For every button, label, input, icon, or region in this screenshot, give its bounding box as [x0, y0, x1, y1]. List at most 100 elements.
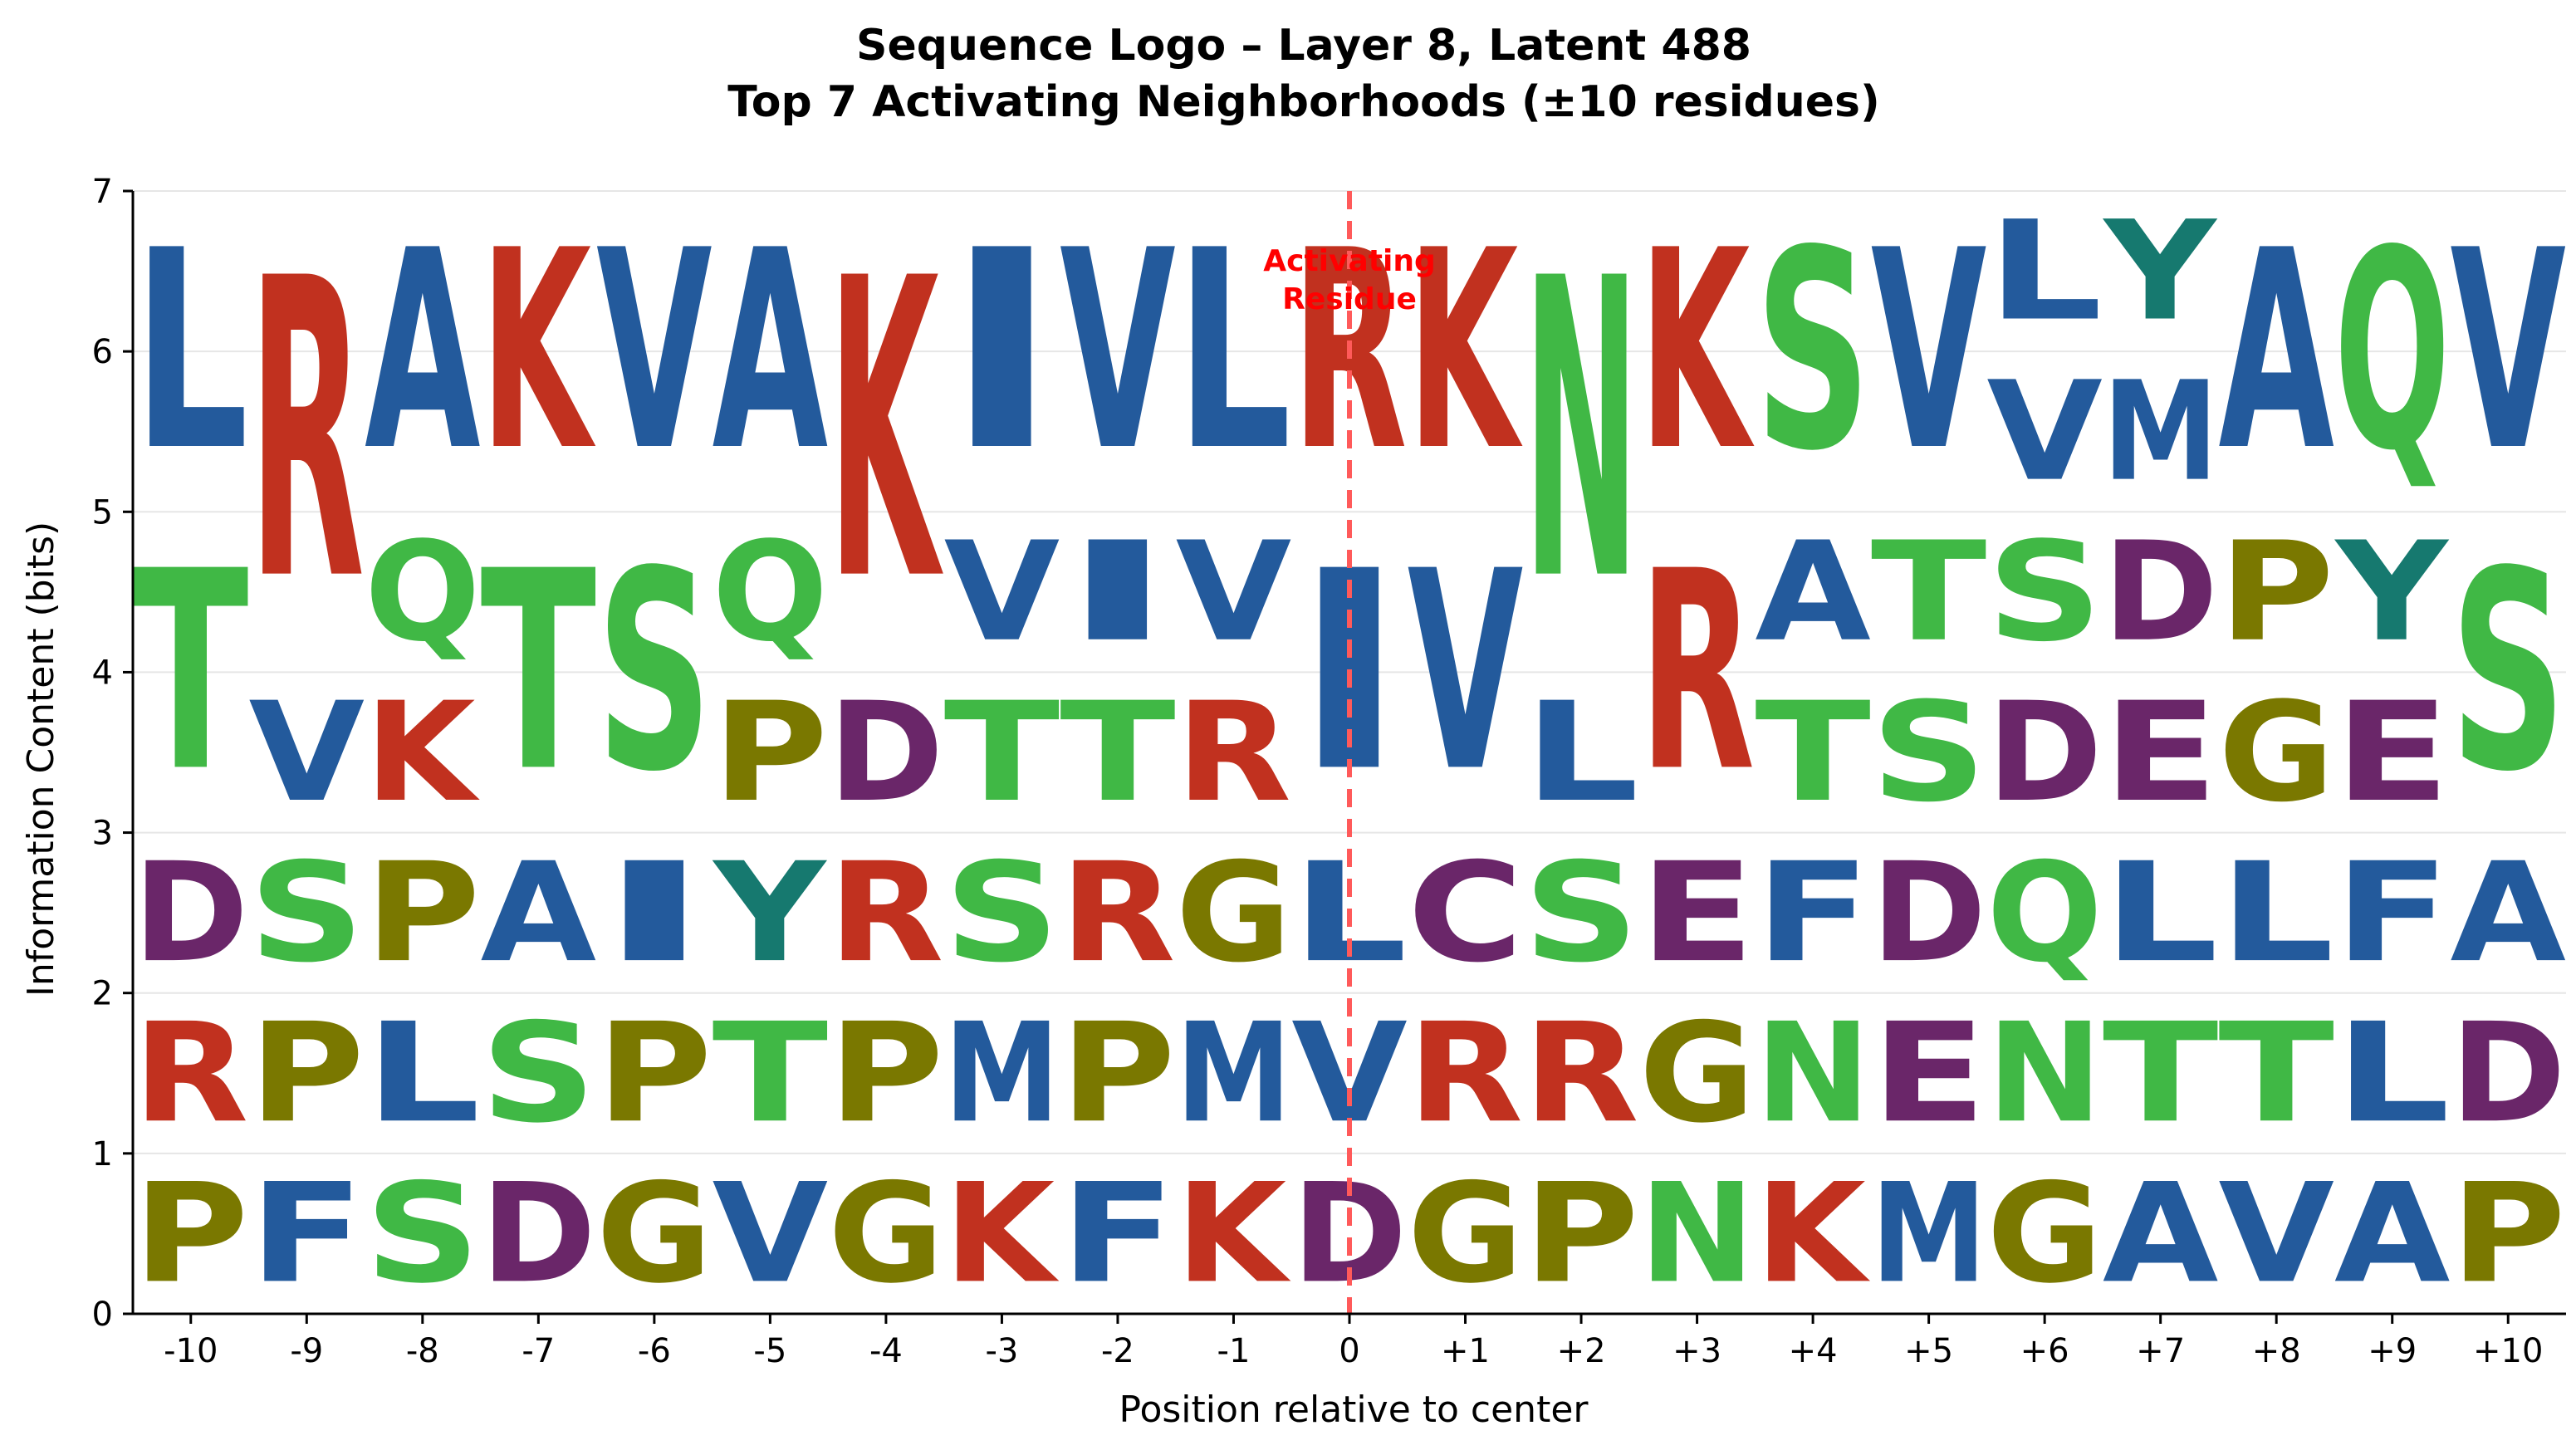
- x-tick-label: +1: [1441, 1332, 1490, 1370]
- logo-letter-L: L: [365, 993, 480, 1153]
- x-tick-label: +2: [1557, 1332, 1606, 1370]
- logo-letter-V: V: [1871, 191, 1988, 511]
- logo-letter-Q: Q: [2334, 193, 2451, 512]
- logo-letter-K: K: [365, 672, 480, 832]
- logo-letter-V: V: [249, 673, 365, 832]
- logo-letter-S: S: [365, 1154, 480, 1314]
- logo-letter-D: D: [133, 833, 249, 992]
- x-tick-label: +10: [2473, 1332, 2543, 1370]
- logo-letter-L: L: [1176, 193, 1292, 512]
- x-tick-label: +9: [2368, 1332, 2417, 1370]
- logo-letter-P: P: [1060, 994, 1176, 1154]
- logo-letter-R: R: [1060, 833, 1176, 992]
- logo-letter-F: F: [1755, 833, 1871, 992]
- logo-letter-P: P: [596, 994, 713, 1154]
- logo-letter-A: A: [365, 191, 482, 511]
- logo-letter-V: V: [2218, 1154, 2334, 1314]
- logo-letter-V: V: [713, 1154, 829, 1314]
- logo-letter-M: M: [1176, 994, 1292, 1154]
- logo-letter-F: F: [2334, 833, 2451, 992]
- x-tick-label: +6: [2020, 1332, 2069, 1370]
- logo-letter-V: V: [1408, 512, 1525, 832]
- x-tick-label: +8: [2252, 1332, 2301, 1370]
- x-tick-label: 0: [1339, 1332, 1359, 1370]
- logo-letter-T: T: [133, 512, 250, 832]
- logo-letter-P: P: [2450, 1154, 2566, 1314]
- logo-letter-T: T: [713, 993, 829, 1154]
- logo-letter-P: P: [828, 994, 944, 1154]
- logo-letter-D: D: [1986, 673, 2103, 832]
- x-tick-label: +7: [2136, 1332, 2185, 1370]
- logo-letter-K: K: [1639, 193, 1756, 512]
- logo-letter-D: D: [481, 1154, 597, 1314]
- logo-letter-P: P: [133, 1154, 249, 1314]
- y-tick-label: 4: [92, 654, 113, 692]
- logo-letter-K: K: [481, 193, 597, 512]
- logo-letter-V: V: [944, 512, 1060, 672]
- logo-letter-L: L: [1523, 673, 1638, 832]
- chart-title: Sequence Logo – Layer 8, Latent 488: [856, 21, 1751, 71]
- logo-letter-K: K: [944, 1154, 1060, 1314]
- logo-stacks: PRDTLFPSVRSLPKQADSATKGPISVVTYPQAGPRDKKMS…: [133, 191, 2567, 1314]
- logo-letter-K: K: [1408, 193, 1524, 512]
- logo-letter-C: C: [1408, 833, 1524, 992]
- y-tick-label: 7: [92, 173, 113, 211]
- logo-letter-Y: Y: [2334, 513, 2451, 672]
- logo-letter-R: R: [249, 192, 365, 670]
- x-axis-label: Position relative to center: [1119, 1389, 1589, 1431]
- logo-letter-Y: Y: [2103, 192, 2219, 350]
- logo-letter-K: K: [1755, 1154, 1870, 1314]
- logo-letter-S: S: [1871, 674, 1986, 833]
- x-tick-label: -3: [985, 1332, 1018, 1370]
- logo-letter-L: L: [2334, 993, 2450, 1153]
- logo-letter-G: G: [1176, 832, 1291, 992]
- logo-letter-P: P: [2218, 513, 2334, 673]
- annotation-label-line2: Residue: [1282, 282, 1417, 316]
- logo-letter-S: S: [1523, 834, 1638, 993]
- logo-letter-A: A: [1755, 512, 1871, 672]
- logo-letter-T: T: [1060, 672, 1176, 832]
- logo-letter-R: R: [1408, 993, 1524, 1153]
- logo-letter-F: F: [249, 1154, 365, 1313]
- x-tick-label: -2: [1101, 1332, 1134, 1370]
- logo-letter-V: V: [1986, 352, 2103, 512]
- logo-letter-Q: Q: [713, 512, 829, 672]
- y-tick-label: 6: [92, 333, 113, 371]
- logo-letter-V: V: [596, 191, 713, 511]
- activating-residue-annotation: Activating Residue: [1263, 191, 1436, 1314]
- logo-letter-K: K: [828, 193, 944, 671]
- logo-letter-R: R: [1523, 993, 1639, 1153]
- logo-letter-E: E: [1871, 993, 1987, 1153]
- logo-letter-R: R: [1176, 673, 1292, 832]
- logo-letter-S: S: [249, 834, 365, 993]
- logo-letter-P: P: [1523, 1154, 1639, 1314]
- logo-letter-I: I: [944, 192, 1060, 511]
- logo-letter-S: S: [1755, 192, 1871, 511]
- logo-letter-D: D: [1871, 833, 1987, 992]
- x-tick-label: +4: [1789, 1332, 1838, 1370]
- x-tick-label: +3: [1672, 1332, 1721, 1370]
- logo-letter-T: T: [481, 512, 598, 832]
- chart-subtitle: Top 7 Activating Neighborhoods (±10 resi…: [727, 77, 1880, 127]
- logo-letter-Q: Q: [1986, 833, 2103, 993]
- logo-letter-L: L: [1986, 191, 2102, 350]
- x-tick-label: -10: [164, 1332, 218, 1370]
- logo-letter-G: G: [596, 1154, 712, 1314]
- logo-letter-V: V: [1060, 191, 1177, 511]
- x-tick-label: -1: [1217, 1332, 1251, 1370]
- logo-letter-P: P: [713, 674, 829, 833]
- logo-letter-F: F: [1060, 1154, 1176, 1313]
- y-tick-label: 5: [92, 493, 113, 532]
- logo-letter-E: E: [2103, 673, 2219, 832]
- x-tick-label: +5: [1904, 1332, 1953, 1370]
- logo-letter-D: D: [828, 673, 944, 832]
- logo-letter-Q: Q: [365, 512, 481, 672]
- logo-letter-V: V: [2450, 191, 2567, 511]
- logo-letter-E: E: [2334, 673, 2451, 832]
- logo-letter-G: G: [1408, 1154, 1523, 1314]
- logo-letter-G: G: [2218, 672, 2334, 832]
- logo-letter-D: D: [2103, 512, 2219, 672]
- x-tick-label: -4: [869, 1332, 903, 1370]
- logo-letter-A: A: [2218, 191, 2335, 511]
